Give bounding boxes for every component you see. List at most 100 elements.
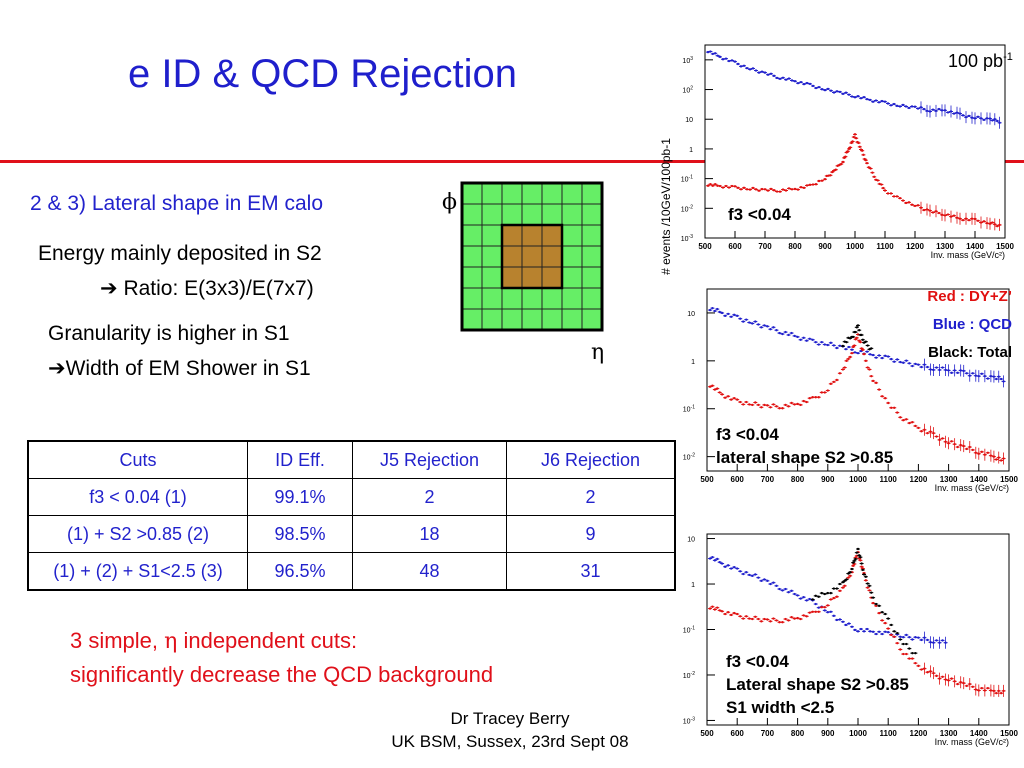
data-point xyxy=(893,406,896,409)
data-point xyxy=(874,356,878,359)
data-point xyxy=(757,71,761,74)
data-point xyxy=(846,150,849,153)
data-point xyxy=(850,567,854,571)
grid-cell xyxy=(561,287,583,310)
legend-entry: Blue : QCD xyxy=(933,316,1012,333)
data-point xyxy=(769,406,772,409)
table-row: (1) + S2 >0.85 (2) 98.5% 18 9 xyxy=(27,515,676,553)
plot-frame xyxy=(706,288,1010,472)
data-point xyxy=(736,567,739,570)
data-point xyxy=(935,674,938,678)
data-point xyxy=(926,431,929,435)
data-point xyxy=(886,102,890,105)
cell-id-eff: 99.1% xyxy=(247,478,353,516)
x-tick-label: 500 xyxy=(700,475,714,484)
data-point xyxy=(873,175,876,179)
data-point xyxy=(883,397,887,400)
data-point xyxy=(841,620,845,623)
data-point xyxy=(847,622,851,625)
data-point xyxy=(823,178,827,181)
data-point xyxy=(883,189,887,192)
data-point xyxy=(772,617,775,620)
grid-cell xyxy=(521,182,543,205)
y-tick-label: 1 xyxy=(691,359,695,366)
data-point xyxy=(996,119,999,123)
data-point xyxy=(908,421,911,425)
data-point xyxy=(814,610,817,613)
data-point xyxy=(852,135,855,139)
grid-cell xyxy=(521,308,543,331)
data-point xyxy=(941,437,944,440)
data-point xyxy=(711,184,714,187)
data-point xyxy=(967,114,971,118)
data-point xyxy=(996,224,999,228)
data-point xyxy=(841,586,845,589)
data-point xyxy=(716,606,719,609)
y-tick-label: 10 xyxy=(685,117,693,124)
x-tick-label: 1300 xyxy=(936,242,954,251)
data-point xyxy=(829,341,833,345)
data-point xyxy=(820,606,823,609)
grid-cell xyxy=(541,224,563,247)
data-point xyxy=(793,617,796,620)
data-point xyxy=(826,389,829,392)
data-point xyxy=(914,424,917,428)
x-axis-label: Inv. mass (GeV/c²) xyxy=(931,250,1005,260)
grid-cell xyxy=(581,308,603,331)
data-point xyxy=(733,185,737,188)
data-point xyxy=(844,91,848,94)
data-point xyxy=(796,81,800,85)
data-point xyxy=(853,559,856,563)
data-point xyxy=(887,627,890,630)
data-point xyxy=(844,347,848,351)
plot-annotation: f3 <0.04 xyxy=(726,652,789,671)
data-point xyxy=(817,396,820,399)
data-point xyxy=(845,578,848,581)
grid-cell xyxy=(481,203,503,226)
data-point xyxy=(832,380,836,384)
data-point xyxy=(848,337,852,340)
data-point xyxy=(714,183,717,186)
data-point xyxy=(736,186,740,190)
data-point xyxy=(883,621,887,625)
data-point xyxy=(766,73,770,76)
data-point xyxy=(736,612,739,616)
y-tick-label: 10 xyxy=(687,311,695,318)
data-point xyxy=(763,617,766,621)
data-point xyxy=(861,149,864,152)
data-point xyxy=(751,617,754,621)
data-point xyxy=(814,86,818,90)
cell-j6: 9 xyxy=(506,515,676,553)
data-point xyxy=(999,377,1003,381)
data-point xyxy=(841,92,845,96)
data-point xyxy=(781,621,784,624)
data-point xyxy=(718,560,721,564)
data-point xyxy=(857,141,860,145)
data-point xyxy=(721,186,725,189)
data-point xyxy=(861,348,865,352)
data-point xyxy=(766,189,770,192)
grid-cell xyxy=(521,287,543,310)
data-point xyxy=(729,567,733,570)
data-point xyxy=(916,107,920,110)
data-point xyxy=(941,675,944,678)
cell-j6: 2 xyxy=(506,478,676,516)
data-point xyxy=(941,639,944,642)
data-point xyxy=(896,631,899,635)
header-id-eff: ID Eff. xyxy=(247,440,353,479)
grid-cell xyxy=(501,182,523,205)
data-point xyxy=(745,615,748,618)
data-point xyxy=(781,332,784,336)
data-point xyxy=(895,195,899,198)
data-point xyxy=(914,661,917,665)
data-point xyxy=(826,591,829,595)
grid-cell xyxy=(501,308,523,331)
data-point xyxy=(890,406,893,409)
data-point xyxy=(874,632,878,636)
y-axis-label: # events /10GeV/100pb-1 xyxy=(659,138,673,275)
data-point xyxy=(899,648,902,651)
data-point xyxy=(757,323,760,326)
data-point xyxy=(916,204,920,207)
x-tick-label: 1000 xyxy=(849,729,867,738)
data-point xyxy=(855,551,858,554)
